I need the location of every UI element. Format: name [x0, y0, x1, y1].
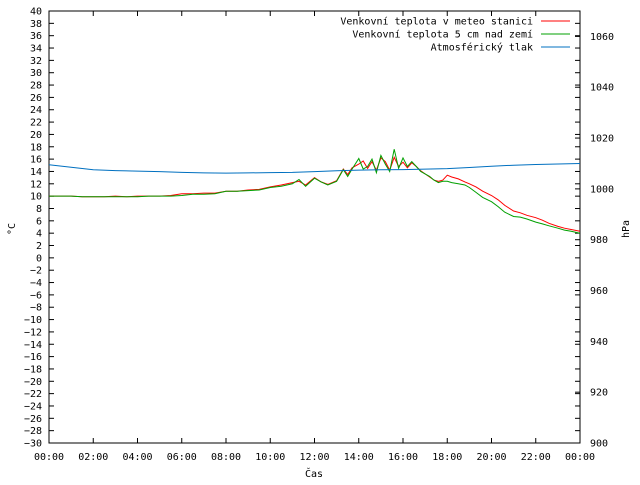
x-tick-label: 14:00 — [344, 452, 374, 463]
right-tick-label: 920 — [590, 388, 608, 399]
left-tick-label: 30 — [30, 68, 42, 79]
left-tick-label: 32 — [30, 56, 42, 67]
left-tick-label: 36 — [30, 31, 42, 42]
x-tick-label: 00:00 — [34, 452, 64, 463]
legend-label: Venkovní teplota v meteo stanici — [340, 16, 533, 28]
legend: Venkovní teplota v meteo staniciVenkovní… — [340, 16, 570, 54]
x-tick-label: 10:00 — [255, 452, 285, 463]
right-tick-label: 1040 — [590, 83, 614, 94]
x-tick-label: 00:00 — [565, 452, 595, 463]
series-line — [49, 149, 581, 234]
left-tick-label: −8 — [30, 303, 42, 314]
left-tick-label: −16 — [24, 352, 42, 363]
left-tick-label: −2 — [30, 266, 42, 277]
left-tick-label: 14 — [30, 167, 42, 178]
x-tick-label: 02:00 — [78, 452, 108, 463]
y-axis-label-right: hPa — [621, 220, 632, 238]
right-tick-label: 900 — [590, 439, 608, 450]
left-tick-label: 16 — [30, 155, 42, 166]
left-tick-label: 2 — [36, 241, 42, 252]
left-tick-label: 8 — [36, 204, 42, 215]
left-tick-label: 6 — [36, 216, 42, 227]
x-tick-label: 06:00 — [167, 452, 197, 463]
right-tick-label: 960 — [590, 286, 608, 297]
x-axis-label: Čas — [305, 467, 323, 480]
left-tick-label: −22 — [24, 389, 42, 400]
left-tick-label: −10 — [24, 315, 42, 326]
right-axis: 1060 1040 1020 1000 980 960 940 920 900 — [575, 32, 614, 450]
left-tick-label: −4 — [30, 278, 42, 289]
right-tick-label: 1060 — [590, 32, 614, 43]
left-tick-label: 12 — [30, 179, 42, 190]
left-tick-label: −28 — [24, 426, 42, 437]
left-tick-label: 10 — [30, 192, 42, 203]
right-tick-label: 1000 — [590, 184, 614, 195]
legend-label: Venkovní teplota 5 cm nad zemí — [352, 29, 533, 41]
left-tick-label: −30 — [24, 439, 42, 450]
y-axis-label-left: °C — [7, 223, 18, 235]
series-line — [48, 163, 581, 174]
left-axis: 4038363432302826242220181614121086420−2−… — [24, 7, 580, 450]
right-tick-label: 1020 — [590, 134, 614, 145]
left-tick-label: 0 — [36, 253, 42, 264]
left-tick-label: 18 — [30, 142, 42, 153]
x-tick-label: 22:00 — [521, 452, 551, 463]
left-tick-label: −26 — [24, 414, 42, 425]
left-tick-label: 38 — [30, 19, 42, 30]
x-tick-label: 16:00 — [388, 452, 418, 463]
left-tick-label: −6 — [30, 290, 42, 301]
left-tick-label: 34 — [30, 44, 42, 55]
left-tick-label: 22 — [30, 118, 42, 129]
right-tick-label: 940 — [590, 337, 608, 348]
series-line — [49, 155, 581, 232]
x-tick-label: 12:00 — [299, 452, 329, 463]
legend-label: Atmosférický tlak — [431, 42, 533, 54]
left-tick-label: −24 — [24, 401, 42, 412]
left-tick-label: 26 — [30, 93, 42, 104]
x-tick-label: 18:00 — [432, 452, 462, 463]
left-tick-label: 40 — [30, 7, 42, 18]
left-tick-label: 28 — [30, 81, 42, 92]
left-tick-label: 4 — [36, 229, 42, 240]
x-axis: 00:00 02:00 04:00 06:00 08:00 10:00 12:00 14:00… — [34, 11, 595, 463]
x-tick-label: 04:00 — [122, 452, 152, 463]
left-tick-label: −20 — [24, 377, 42, 388]
right-tick-label: 980 — [590, 235, 608, 246]
left-tick-label: 20 — [30, 130, 42, 141]
left-tick-label: −12 — [24, 327, 42, 338]
x-tick-label: 20:00 — [476, 452, 506, 463]
left-tick-label: 24 — [30, 105, 42, 116]
left-tick-label: −14 — [24, 340, 42, 351]
x-tick-label: 08:00 — [211, 452, 241, 463]
left-tick-label: −18 — [24, 364, 42, 375]
series-layer — [48, 149, 581, 234]
plot-frame — [48, 10, 581, 444]
